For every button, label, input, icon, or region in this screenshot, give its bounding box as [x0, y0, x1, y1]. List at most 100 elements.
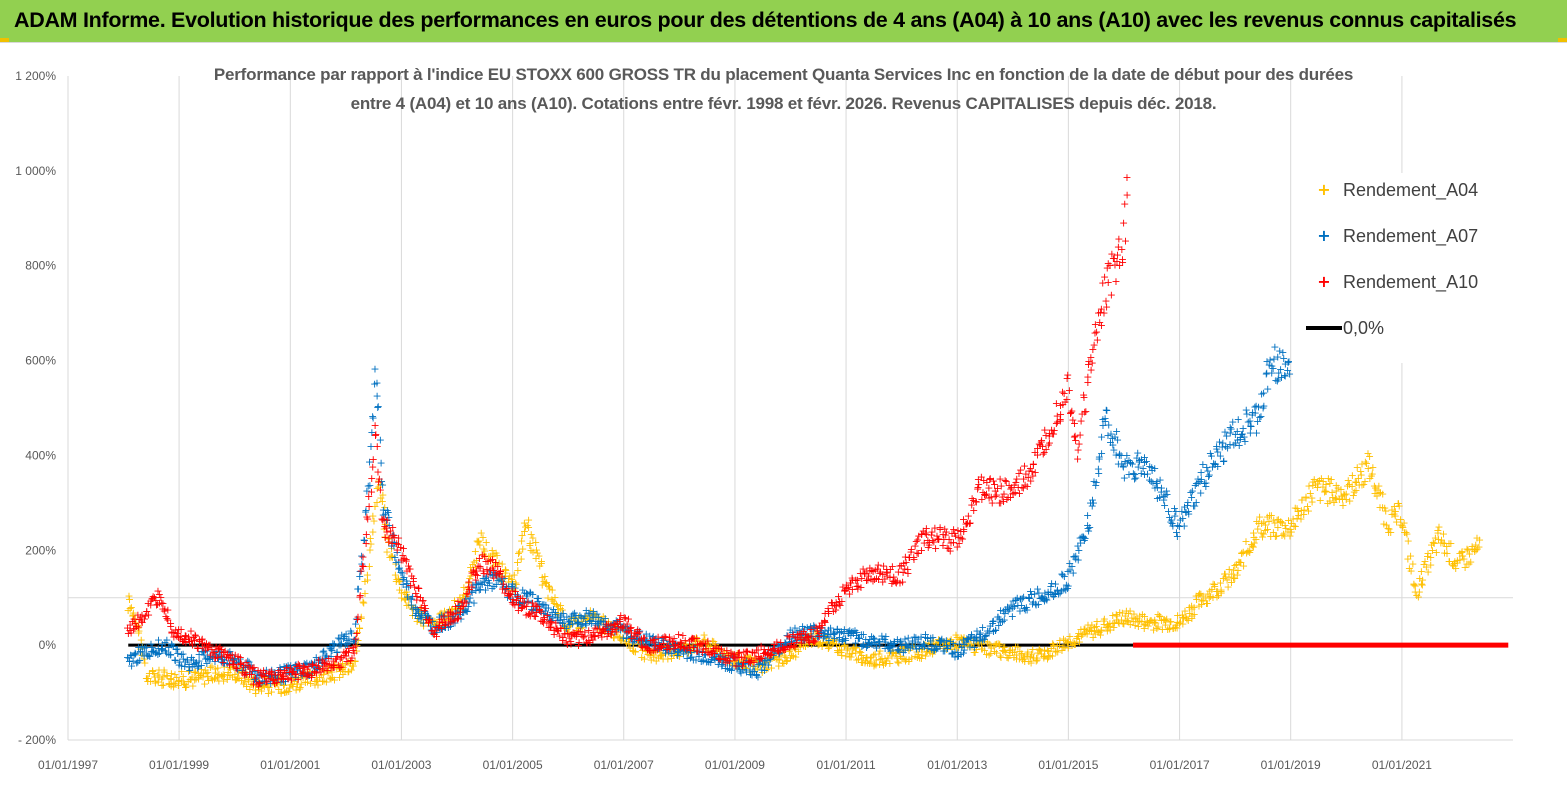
a10-point: +: [1097, 319, 1106, 332]
a04-point: +: [641, 641, 650, 654]
a07-point: +: [430, 627, 439, 640]
a04-point: +: [479, 543, 488, 556]
a07-point: +: [781, 637, 790, 650]
a04-point: +: [538, 571, 547, 584]
a04-point: +: [972, 643, 981, 656]
a04-point: +: [363, 569, 372, 582]
a04-point: +: [1301, 490, 1310, 503]
a04-point: +: [1272, 529, 1281, 542]
a04-point: +: [618, 622, 627, 635]
a04-point: +: [581, 612, 590, 625]
a07-point: +: [810, 621, 819, 634]
a07-point: +: [578, 618, 587, 631]
a07-point: +: [425, 612, 434, 625]
a07-point: +: [715, 654, 724, 667]
a04-point: +: [1345, 494, 1354, 507]
a04-point: +: [1139, 619, 1148, 632]
a04-point: +: [595, 619, 604, 632]
a04-point: +: [1060, 641, 1069, 654]
a07-point: +: [446, 620, 455, 633]
a04-point: +: [1432, 546, 1441, 559]
a04-point: +: [1433, 527, 1442, 540]
a07-point: +: [481, 572, 490, 585]
a07-point: +: [181, 655, 190, 668]
a04-point: +: [341, 658, 350, 671]
a07-point: +: [270, 669, 279, 682]
a04-point: +: [510, 569, 519, 582]
a07-point: +: [889, 637, 898, 650]
a07-point: +: [1085, 521, 1094, 534]
a07-point: +: [859, 638, 868, 651]
a07-point: +: [441, 618, 450, 631]
a10-point: +: [1118, 256, 1127, 269]
a04-point: +: [1387, 504, 1396, 517]
a04-point: +: [662, 639, 671, 652]
a04-point: +: [686, 642, 695, 655]
a04-point: +: [352, 644, 361, 657]
a07-point: +: [330, 637, 339, 650]
a04-point: +: [1040, 643, 1049, 656]
a04-point: +: [1002, 651, 1011, 664]
a07-point: +: [427, 623, 436, 636]
a07-point: +: [533, 595, 542, 608]
a04-point: +: [867, 650, 876, 663]
a07-point: +: [262, 663, 271, 676]
a04-point: +: [1039, 650, 1048, 663]
a04-point: +: [358, 595, 367, 608]
a07-point: +: [319, 644, 328, 657]
a07-point: +: [681, 643, 690, 656]
a04-point: +: [1083, 619, 1092, 632]
a07-point: +: [167, 638, 176, 651]
a07-point: +: [365, 479, 374, 492]
a04-point: +: [786, 644, 795, 657]
a04-point: +: [1359, 478, 1368, 491]
a07-point: +: [524, 594, 533, 607]
a04-point: +: [1241, 535, 1250, 548]
a04-point: +: [803, 638, 812, 651]
a07-point: +: [610, 626, 619, 639]
a07-point: +: [730, 651, 739, 664]
a04-point: +: [219, 674, 228, 687]
a10-point: +: [353, 610, 362, 623]
a04-point: +: [572, 624, 581, 637]
a07-point: +: [290, 664, 299, 677]
a04-point: +: [169, 680, 178, 693]
a07-point: +: [197, 659, 206, 672]
a04-point: +: [636, 640, 645, 653]
a07-point: +: [127, 660, 136, 673]
a04-point: +: [645, 649, 654, 662]
a07-point: +: [268, 674, 277, 687]
a04-point: +: [1066, 636, 1075, 649]
a07-point: +: [833, 623, 842, 636]
a04-point: +: [1242, 546, 1251, 559]
a07-point: +: [302, 657, 311, 670]
a07-point: +: [185, 664, 194, 677]
a04-point: +: [1118, 607, 1127, 620]
a04-point: +: [1255, 511, 1264, 524]
a04-point: +: [740, 661, 749, 674]
a04-point: +: [704, 639, 713, 652]
a04-point: +: [841, 650, 850, 663]
a04-point: +: [917, 652, 926, 665]
a04-point: +: [852, 641, 861, 654]
a04-point: +: [689, 644, 698, 657]
a04-point: +: [194, 667, 203, 680]
a04-point: +: [320, 664, 329, 677]
a04-point: +: [210, 671, 219, 684]
a04-point: +: [1253, 523, 1262, 536]
a04-point: +: [951, 637, 960, 650]
a04-point: +: [1097, 623, 1106, 636]
a04-point: +: [1281, 522, 1290, 535]
a07-point: +: [846, 629, 855, 642]
a04-point: +: [435, 607, 444, 620]
a04-point: +: [151, 676, 160, 689]
a04-point: +: [1135, 615, 1144, 628]
a07-point: +: [177, 648, 186, 661]
a04-point: +: [1471, 543, 1480, 556]
a04-point: +: [1321, 485, 1330, 498]
a07-point: +: [612, 614, 621, 627]
a04-point: +: [564, 626, 573, 639]
a07-point: +: [509, 596, 518, 609]
a04-point: +: [301, 676, 310, 689]
a04-point: +: [1270, 516, 1279, 529]
